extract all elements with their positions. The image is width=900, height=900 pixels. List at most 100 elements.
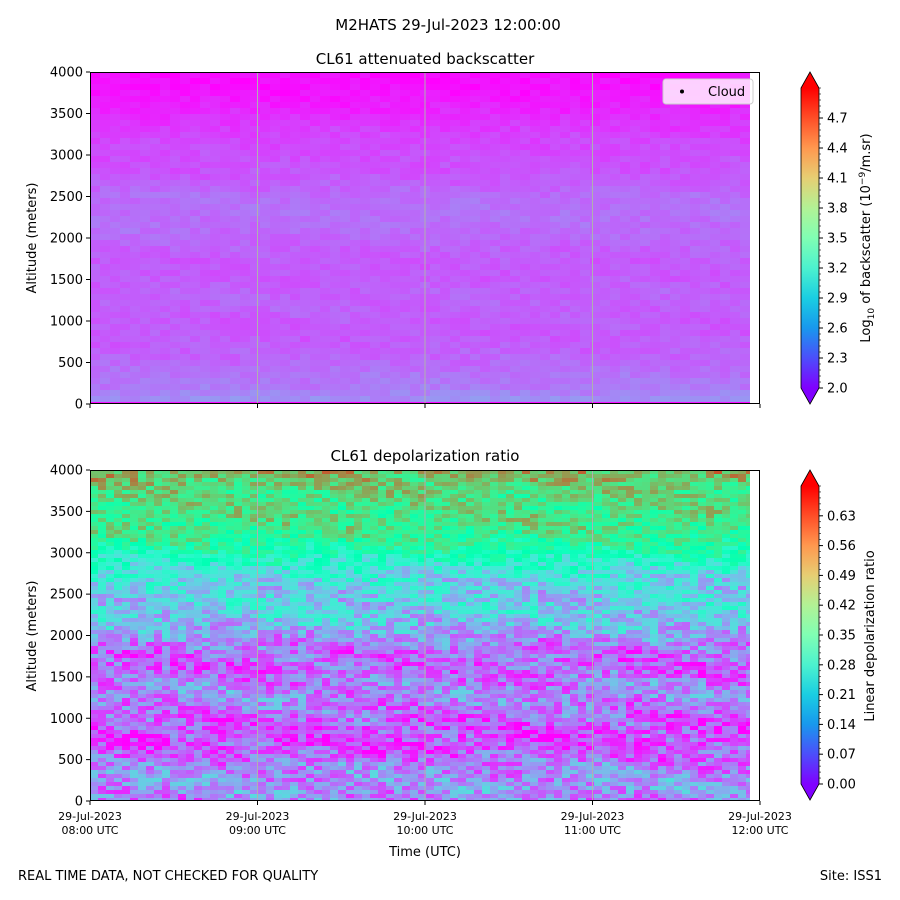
heatmap-cell — [114, 482, 123, 487]
heatmap-cell — [510, 336, 521, 343]
heatmap-cell — [130, 180, 141, 187]
heatmap-cell — [98, 470, 107, 475]
heatmap-cell — [640, 138, 651, 145]
heatmap-cell — [146, 470, 155, 475]
heatmap-cell — [690, 258, 701, 265]
heatmap-cell — [458, 478, 467, 483]
heatmap-cell — [390, 168, 401, 175]
heatmap-cell — [360, 396, 371, 403]
heatmap-cell — [530, 470, 539, 475]
heatmap-cell — [562, 470, 571, 475]
heatmap-cell — [540, 348, 551, 355]
heatmap-cell — [570, 192, 581, 199]
heatmap-cell — [114, 518, 123, 523]
heatmap-cell — [550, 78, 561, 85]
heatmap-cell — [550, 168, 561, 175]
heatmap-cell — [210, 354, 221, 361]
heatmap-cell — [298, 494, 307, 499]
heatmap-cell — [600, 396, 611, 403]
heatmap-cell — [540, 102, 551, 109]
heatmap-cell — [510, 132, 521, 139]
heatmap-cell — [350, 252, 361, 259]
heatmap-cell — [510, 138, 521, 145]
heatmap-cell — [180, 90, 191, 97]
heatmap-cell — [440, 96, 451, 103]
heatmap-cell — [640, 132, 651, 139]
heatmap-cell — [370, 108, 381, 115]
heatmap-cell — [162, 474, 171, 479]
heatmap-cell — [190, 210, 201, 217]
heatmap-cell — [120, 300, 131, 307]
heatmap-cell — [514, 486, 523, 491]
heatmap-cell — [230, 312, 241, 319]
heatmap-cell — [178, 526, 187, 531]
heatmap-cell — [610, 258, 621, 265]
heatmap-cell — [266, 498, 275, 503]
heatmap-cell — [282, 510, 291, 515]
heatmap-cell — [290, 72, 301, 79]
heatmap-cell — [290, 192, 301, 199]
heatmap-cell — [280, 396, 291, 403]
heatmap-cell — [226, 470, 235, 475]
heatmap-cell — [210, 506, 219, 511]
heatmap-cell — [570, 276, 581, 283]
heatmap-cell — [700, 132, 711, 139]
heatmap-cell — [350, 132, 361, 139]
heatmap-cell — [500, 216, 511, 223]
heatmap-cell — [690, 252, 701, 259]
cbar-label-sup: −9 — [858, 172, 868, 186]
heatmap-cell — [180, 246, 191, 253]
heatmap-cell — [390, 282, 401, 289]
heatmap-cell — [618, 514, 627, 519]
heatmap-cell — [340, 96, 351, 103]
heatmap-cell — [690, 506, 699, 511]
heatmap-cell — [490, 360, 501, 367]
heatmap-cell — [106, 486, 115, 491]
heatmap-cell — [506, 494, 515, 499]
heatmap-cell — [140, 294, 151, 301]
heatmap-cell — [466, 514, 475, 519]
heatmap-cell — [330, 78, 341, 85]
heatmap-cell — [310, 396, 321, 403]
heatmap-cell — [500, 138, 511, 145]
heatmap-cell — [310, 372, 321, 379]
heatmap-cell — [120, 192, 131, 199]
heatmap-cell — [720, 264, 731, 271]
heatmap-cell — [660, 342, 671, 349]
heatmap-cell — [550, 180, 561, 187]
heatmap-cell — [442, 502, 451, 507]
heatmap-cell — [730, 324, 741, 331]
heatmap-cell — [550, 378, 561, 385]
heatmap-cell — [660, 108, 671, 115]
heatmap-cell — [290, 228, 301, 235]
heatmap-cell — [180, 216, 191, 223]
heatmap-cell — [506, 474, 515, 479]
heatmap-cell — [474, 490, 483, 495]
heatmap-cell — [674, 486, 683, 491]
heatmap-cell — [340, 186, 351, 193]
heatmap-cell — [658, 502, 667, 507]
heatmap-cell — [390, 78, 401, 85]
heatmap-cell — [666, 498, 675, 503]
heatmap-cell — [530, 490, 539, 495]
heatmap-cell — [220, 102, 231, 109]
heatmap-cell — [458, 490, 467, 495]
heatmap-cell — [230, 192, 241, 199]
heatmap-cell — [120, 120, 131, 127]
heatmap-cell — [730, 282, 741, 289]
heatmap-cell — [350, 204, 361, 211]
heatmap-cell — [300, 342, 311, 349]
heatmap-cell — [360, 144, 371, 151]
heatmap-cell — [682, 482, 691, 487]
heatmap-cell — [310, 228, 321, 235]
heatmap-cell — [370, 270, 381, 277]
heatmap-cell — [266, 490, 275, 495]
heatmap-cell — [570, 390, 581, 397]
heatmap-cell — [150, 174, 161, 181]
heatmap-cell — [410, 240, 421, 247]
heatmap-cell — [362, 498, 371, 503]
heatmap-cell — [390, 186, 401, 193]
heatmap-cell — [250, 276, 261, 283]
heatmap-cell — [210, 180, 221, 187]
heatmap-cell — [630, 162, 641, 169]
